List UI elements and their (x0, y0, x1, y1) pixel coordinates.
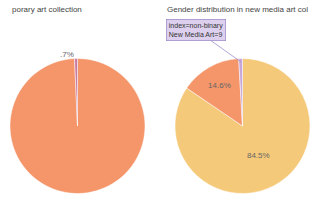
svg-text:14.6%: 14.6% (208, 81, 231, 90)
svg-text:84.5%: 84.5% (247, 151, 270, 160)
svg-text:.7%: .7% (60, 50, 74, 59)
svg-text:index=non-binaryNew Media Art=: index=non-binaryNew Media Art=9 (169, 22, 223, 38)
svg-text:porary art collection: porary art collection (12, 5, 82, 14)
svg-text:Gender distribution in new med: Gender distribution in new media art col (167, 5, 308, 14)
